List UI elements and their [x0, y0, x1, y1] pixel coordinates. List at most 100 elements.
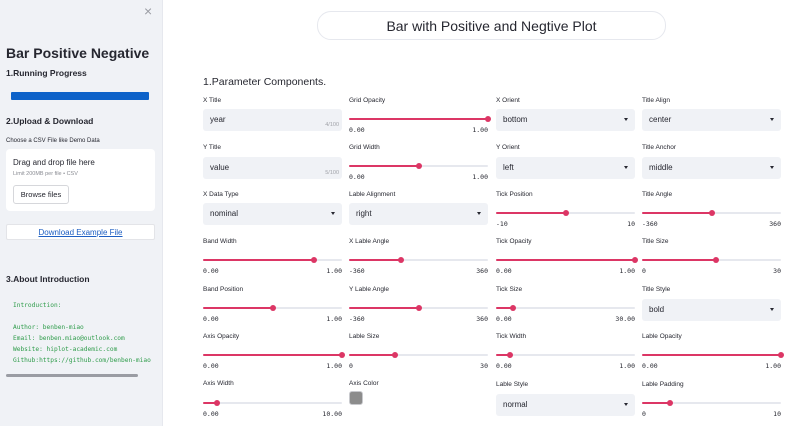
- slider-min: -360: [642, 220, 658, 228]
- slider-max: 1.00: [326, 362, 342, 370]
- slider-thumb[interactable]: [485, 116, 491, 122]
- slider-thumb[interactable]: [666, 400, 673, 406]
- slider-max: 1.00: [619, 267, 635, 275]
- chevron-down-icon: [624, 118, 628, 121]
- download-example-link[interactable]: Download Example File: [6, 224, 155, 240]
- running-progress-heading: 1.Running Progress: [6, 68, 87, 78]
- tick-opacity-label: Tick Opacity: [496, 238, 532, 245]
- chevron-down-icon: [624, 403, 628, 406]
- y-lable-angle-label: Y Lable Angle: [349, 286, 389, 293]
- y-lable-angle-slider[interactable]: -360 360: [349, 302, 488, 324]
- y-orient-value: left: [503, 163, 514, 172]
- y-orient-label: Y Orient: [496, 144, 520, 151]
- x-orient-value: bottom: [503, 115, 528, 124]
- choose-file-label: Choose a CSV File like Demo Data: [6, 138, 100, 144]
- slider-thumb[interactable]: [269, 305, 276, 311]
- slider-max: 10: [773, 410, 781, 418]
- x-title-value: year: [210, 115, 226, 124]
- title-align-select[interactable]: center: [642, 109, 781, 131]
- slider-max: 30: [480, 362, 488, 370]
- slider-thumb[interactable]: [509, 305, 516, 311]
- slider-thumb[interactable]: [713, 257, 720, 263]
- title-style-value: bold: [649, 305, 665, 314]
- x-data-type-select[interactable]: nominal: [203, 203, 342, 225]
- axis-color-picker[interactable]: [349, 391, 363, 405]
- title-anchor-label: Title Anchor: [642, 144, 677, 151]
- tick-size-slider[interactable]: 0.00 30.00: [496, 302, 635, 324]
- lable-style-value: normal: [503, 400, 528, 409]
- lable-opacity-slider[interactable]: 0.00 1.00: [642, 349, 784, 371]
- slider-max: 1.00: [326, 267, 342, 275]
- slider-min: 0: [349, 362, 353, 370]
- browse-files-button[interactable]: Browse files: [13, 185, 69, 204]
- slider-thumb[interactable]: [632, 257, 638, 263]
- slider-max: 10.00: [322, 410, 342, 418]
- page-title: Bar with Positive and Negtive Plot: [317, 11, 666, 40]
- band-width-slider[interactable]: 0.00 1.00: [203, 254, 342, 276]
- slider-thumb[interactable]: [339, 352, 345, 358]
- band-width-label: Band Width: [203, 238, 237, 245]
- slider-max: 1.00: [326, 315, 342, 323]
- slider-thumb[interactable]: [562, 210, 569, 216]
- tick-position-slider[interactable]: -10 10: [496, 207, 635, 229]
- slider-thumb[interactable]: [415, 305, 422, 311]
- slider-fill: [349, 354, 396, 356]
- slider-max: 30: [773, 267, 781, 275]
- grid-width-slider[interactable]: 0.00 1.00: [349, 160, 488, 182]
- lable-alignment-select[interactable]: right: [349, 203, 488, 225]
- slider-thumb[interactable]: [708, 210, 715, 216]
- slider-fill: [349, 118, 488, 120]
- chevron-down-icon: [624, 166, 628, 169]
- tick-width-slider[interactable]: 0.00 1.00: [496, 349, 635, 371]
- y-orient-select[interactable]: left: [496, 157, 635, 179]
- slider-fill: [349, 307, 419, 309]
- x-title-input[interactable]: year 4/100: [203, 109, 342, 131]
- slider-thumb[interactable]: [392, 352, 399, 358]
- lable-style-select[interactable]: normal: [496, 394, 635, 416]
- slider-max: 1.00: [765, 362, 781, 370]
- file-dropzone[interactable]: Drag and drop file here Limit 200MB per …: [6, 149, 155, 211]
- slider-thumb[interactable]: [311, 257, 318, 263]
- sidebar: × Bar Positive Negative 1.Running Progre…: [0, 0, 163, 426]
- slider-max: 360: [476, 315, 488, 323]
- slider-max: 30.00: [615, 315, 635, 323]
- title-size-slider[interactable]: 0 30: [642, 254, 781, 276]
- slider-max: 1.00: [619, 362, 635, 370]
- x-orient-label: X Orient: [496, 97, 520, 104]
- tick-opacity-slider[interactable]: 0.00 1.00: [496, 254, 638, 276]
- slider-fill: [642, 212, 712, 214]
- slider-thumb[interactable]: [213, 400, 220, 406]
- x-orient-select[interactable]: bottom: [496, 109, 635, 131]
- slider-min: 0.00: [203, 410, 219, 418]
- y-title-input[interactable]: value 5/100: [203, 157, 342, 179]
- band-position-slider[interactable]: 0.00 1.00: [203, 302, 342, 324]
- slider-max: 10: [627, 220, 635, 228]
- lable-size-slider[interactable]: 0 30: [349, 349, 488, 371]
- slider-thumb[interactable]: [398, 257, 405, 263]
- section-heading: 1.Parameter Components.: [203, 76, 327, 88]
- slider-thumb[interactable]: [506, 352, 513, 358]
- progress-bar: [11, 92, 149, 100]
- chevron-down-icon: [331, 212, 335, 215]
- slider-track: [349, 259, 488, 261]
- slider-min: 0.00: [496, 267, 512, 275]
- axis-width-slider[interactable]: 0.00 10.00: [203, 397, 342, 419]
- intro-code-block: Introduction: Author: benben-miao Email:…: [6, 292, 158, 372]
- title-style-select[interactable]: bold: [642, 299, 781, 321]
- close-sidebar-icon[interactable]: ×: [144, 3, 153, 19]
- sidebar-title: Bar Positive Negative: [6, 45, 150, 61]
- title-angle-slider[interactable]: -360 360: [642, 207, 781, 229]
- title-anchor-select[interactable]: middle: [642, 157, 781, 179]
- about-heading: 3.About Introduction: [6, 274, 90, 284]
- slider-max: 1.00: [472, 126, 488, 134]
- x-lable-angle-slider[interactable]: -360 360: [349, 254, 488, 276]
- grid-opacity-slider[interactable]: 0.00 1.00: [349, 113, 491, 135]
- code-scrollbar[interactable]: [6, 374, 138, 377]
- slider-min: 0.00: [349, 173, 365, 181]
- lable-padding-slider[interactable]: 0 10: [642, 397, 781, 419]
- slider-thumb[interactable]: [415, 163, 422, 169]
- slider-min: 0.00: [203, 315, 219, 323]
- axis-opacity-slider[interactable]: 0.00 1.00: [203, 349, 345, 371]
- slider-thumb[interactable]: [778, 352, 784, 358]
- title-align-label: Title Align: [642, 97, 670, 104]
